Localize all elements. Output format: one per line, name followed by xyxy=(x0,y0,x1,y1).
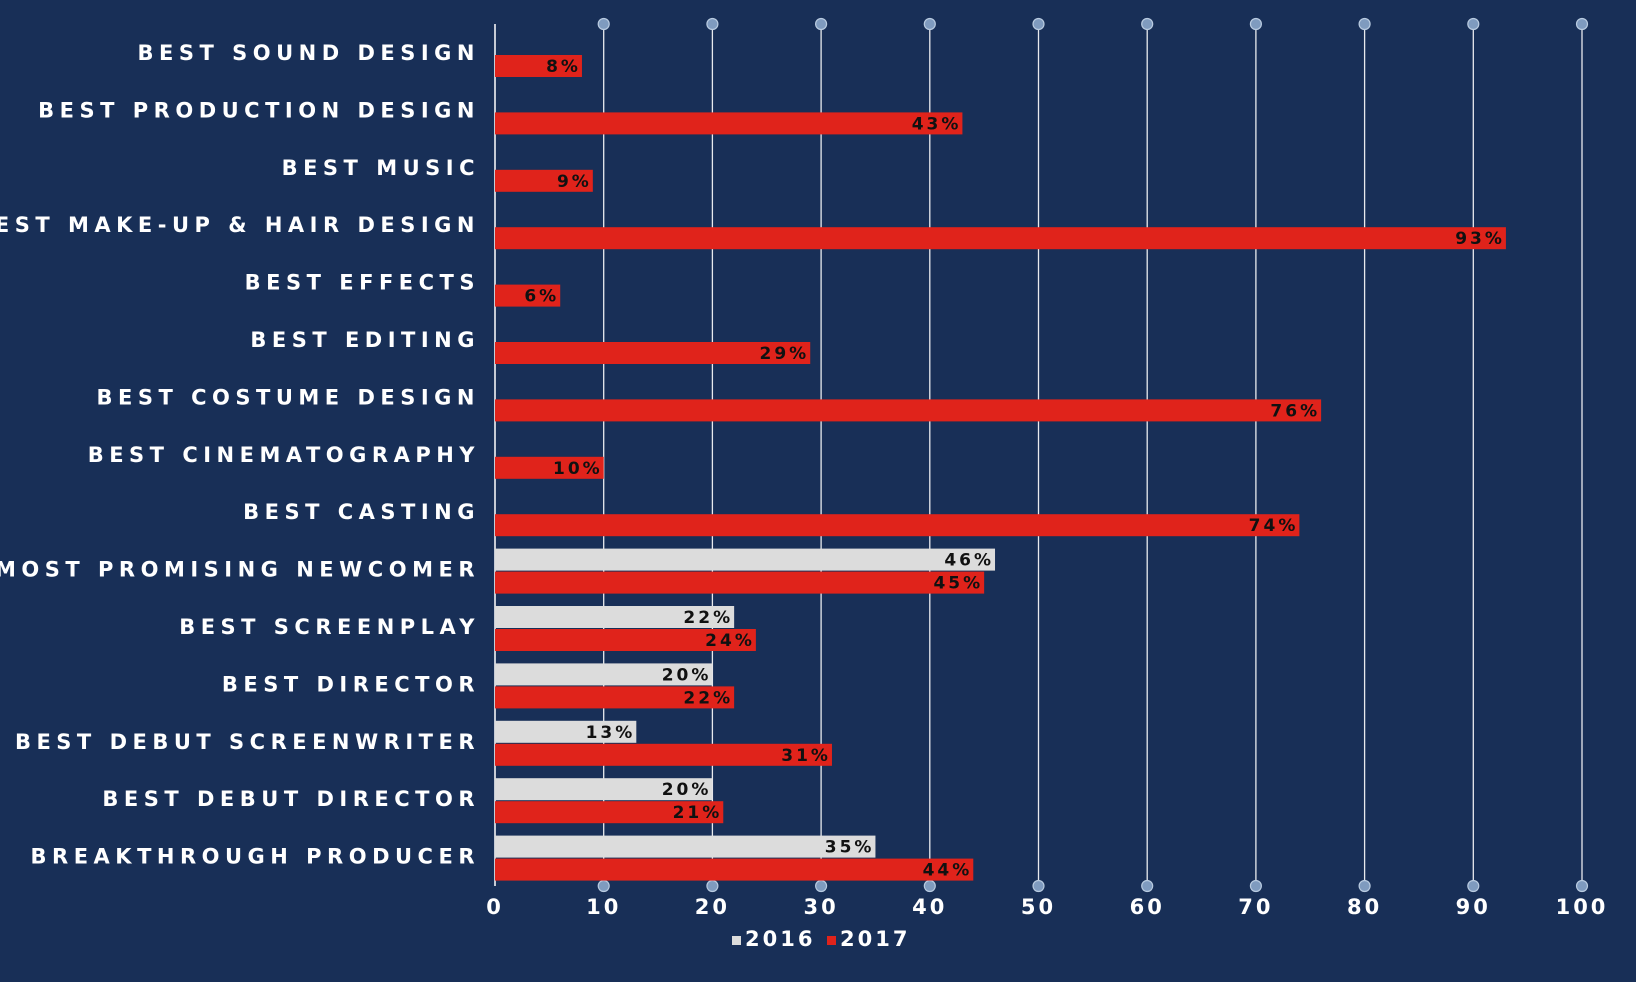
bar-2016 xyxy=(495,778,713,801)
bar-2016 xyxy=(495,606,735,628)
bar-2017 xyxy=(495,342,811,364)
gridline-marker xyxy=(706,879,719,893)
gridline-marker xyxy=(597,17,610,31)
gridline-marker xyxy=(814,17,828,31)
x-tick-label: 20 xyxy=(695,895,730,919)
gridline-marker xyxy=(1032,879,1045,893)
bars: 8% 43% 9% 93% 6% 29% 76% 10% 74% 45% 46% 24% 22% 22% 2… xyxy=(495,55,1506,881)
gridline-marker xyxy=(923,17,936,31)
bar-2017 xyxy=(495,456,604,479)
bar-2017 xyxy=(495,112,963,135)
category-label: BEST DEBUT DIRECTOR xyxy=(102,787,480,811)
gridline-marker xyxy=(1249,879,1263,893)
gridline-marker xyxy=(1249,17,1263,31)
x-tick-label: 10 xyxy=(586,895,621,919)
category-label: BREAKTHROUGH PRODUCER xyxy=(31,845,480,869)
data-label: 20% xyxy=(662,780,712,800)
bar-2017 xyxy=(495,284,561,307)
legend-swatch xyxy=(827,936,836,945)
category-label: BEST MAKE-UP & HAIR DESIGN xyxy=(0,213,480,237)
gridline-marker xyxy=(1141,17,1154,31)
data-label: 22% xyxy=(683,688,733,708)
bar-2017 xyxy=(495,858,974,881)
gridline-marker xyxy=(923,879,936,893)
data-label: 6% xyxy=(524,287,559,307)
bar-2016 xyxy=(495,548,996,571)
x-tick-label: 90 xyxy=(1456,895,1491,919)
x-tick-label: 0 xyxy=(486,895,504,919)
bar-2017 xyxy=(495,514,1300,537)
x-tick-label: 50 xyxy=(1021,895,1056,919)
data-label: 35% xyxy=(825,838,875,858)
legend-swatch xyxy=(732,936,741,945)
gridline-marker xyxy=(814,879,828,893)
data-label: 24% xyxy=(705,631,755,651)
category-label: BEST DIRECTOR xyxy=(222,672,480,696)
category-label: BEST EFFECTS xyxy=(245,271,480,295)
gridline-marker xyxy=(706,17,719,31)
data-label: 93% xyxy=(1455,229,1505,249)
data-label: 76% xyxy=(1270,401,1320,421)
bar-2016 xyxy=(495,720,637,743)
data-label: 46% xyxy=(944,551,994,571)
x-tick-label: 30 xyxy=(803,895,838,919)
bar-2017 xyxy=(495,169,593,192)
category-label: BEST DEBUT SCREENWRITER xyxy=(15,730,480,754)
gridlines xyxy=(494,17,1589,893)
category-label: BEST EDITING xyxy=(250,328,480,352)
data-label: 10% xyxy=(553,459,603,479)
gridline-marker xyxy=(1467,17,1480,31)
x-tick-label: 80 xyxy=(1347,895,1382,919)
bar-2017 xyxy=(495,399,1322,422)
bar-2017 xyxy=(495,55,582,77)
bar-2017 xyxy=(495,801,724,824)
data-label: 9% xyxy=(557,172,592,192)
data-label: 20% xyxy=(662,665,712,685)
category-label: BEST MUSIC xyxy=(282,156,480,180)
bar-2017 xyxy=(495,743,832,766)
bar-2017 xyxy=(495,227,1506,250)
bar-2016 xyxy=(495,835,876,858)
bar-2017 xyxy=(495,686,735,709)
x-axis-ticks: 0 10 20 30 40 50 60 70 80 90 100 xyxy=(486,895,1609,919)
gridline-marker xyxy=(1467,879,1480,893)
x-tick-label: 60 xyxy=(1130,895,1165,919)
data-label: 44% xyxy=(923,861,973,881)
x-tick-label: 100 xyxy=(1556,895,1609,919)
category-label: BEST CINEMATOGRAPHY xyxy=(88,443,480,467)
category-label: BEST SCREENPLAY xyxy=(179,615,480,639)
data-label: 74% xyxy=(1249,516,1299,536)
data-label: 29% xyxy=(760,344,810,364)
gridline-marker xyxy=(597,879,610,893)
gridline-marker xyxy=(1358,879,1371,893)
gridline-marker xyxy=(1141,879,1154,893)
legend: 2016 2017 xyxy=(732,927,910,951)
data-label: 13% xyxy=(586,723,636,743)
category-label: MOST PROMISING NEWCOMER xyxy=(0,558,480,582)
category-label: BEST COSTUME DESIGN xyxy=(97,385,480,409)
x-tick-label: 70 xyxy=(1238,895,1273,919)
bar-2016 xyxy=(495,663,713,686)
legend-label: 2017 xyxy=(840,927,910,951)
gridline-marker xyxy=(1575,879,1589,893)
bar-2017 xyxy=(495,629,756,651)
data-label: 8% xyxy=(546,57,581,77)
data-label: 43% xyxy=(912,114,962,134)
data-label: 22% xyxy=(683,608,733,628)
category-label: BEST CASTING xyxy=(243,500,480,524)
data-label: 31% xyxy=(781,746,831,766)
category-label: BEST SOUND DESIGN xyxy=(138,41,481,65)
category-label: BEST PRODUCTION DESIGN xyxy=(38,98,480,122)
bar-2017 xyxy=(495,571,985,594)
gridline-marker xyxy=(1575,17,1589,31)
gridline-marker xyxy=(1032,17,1045,31)
gridline-marker xyxy=(1358,17,1371,31)
category-labels: BEST SOUND DESIGN BEST PRODUCTION DESIGN B… xyxy=(0,41,481,869)
data-label: 45% xyxy=(933,574,983,594)
data-label: 21% xyxy=(673,803,723,823)
legend-label: 2016 xyxy=(745,927,815,951)
x-tick-label: 40 xyxy=(912,895,947,919)
